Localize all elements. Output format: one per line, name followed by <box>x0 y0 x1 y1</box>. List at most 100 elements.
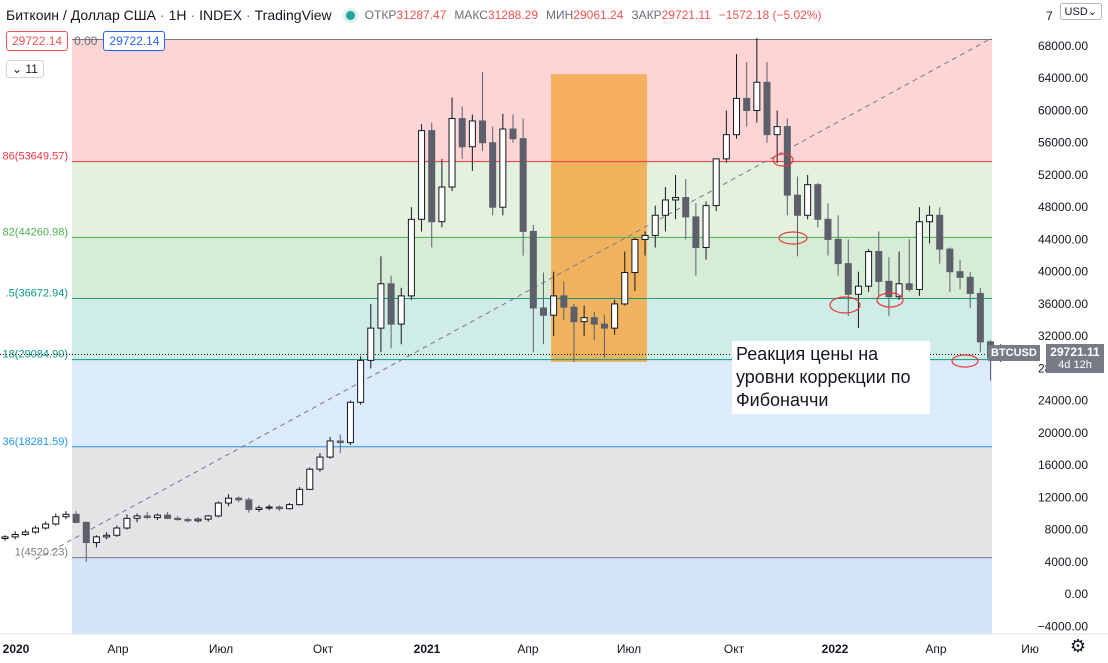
candle <box>712 158 720 207</box>
candle <box>245 499 253 510</box>
market-status-icon <box>345 10 355 20</box>
candle <box>103 534 111 538</box>
price-axis-tick: 60000.00 <box>1038 103 1088 117</box>
trend-line <box>35 37 993 560</box>
fib-zone <box>72 161 992 238</box>
chart-annotation[interactable]: Реакция цены на уровни коррекции по Фибо… <box>732 341 930 414</box>
candle <box>865 251 873 287</box>
candle <box>326 440 334 458</box>
candle <box>550 295 558 316</box>
candle <box>743 97 751 111</box>
price-axis-tick: 7 <box>1046 9 1053 23</box>
price-axis-tick: 52000.00 <box>1038 168 1088 182</box>
gear-icon[interactable]: ⚙ <box>1069 636 1086 656</box>
candle <box>824 218 832 240</box>
candle <box>21 531 29 535</box>
candle <box>844 263 852 295</box>
candle <box>600 323 608 329</box>
highlight-ellipse <box>829 296 861 314</box>
time-axis-tick: Ию <box>1021 642 1039 656</box>
candle <box>976 292 984 343</box>
candle <box>275 506 283 510</box>
time-axis-tick: Апр <box>517 642 539 656</box>
candle <box>733 97 741 136</box>
candle <box>62 513 70 518</box>
candle <box>834 238 842 265</box>
candle <box>31 527 39 533</box>
candle <box>692 216 700 249</box>
fib-level-label: 18(29084.90) <box>3 349 68 361</box>
candle <box>133 515 141 519</box>
candle <box>82 521 90 544</box>
price-axis-tick: 32000.00 <box>1038 329 1088 343</box>
fib-level-label: 36(18281.59) <box>3 436 68 448</box>
candle <box>672 197 680 201</box>
indicators-toggle-button[interactable]: ⌄ 11 <box>6 60 44 78</box>
time-axis-tick: Окт <box>724 642 745 656</box>
candle <box>214 502 222 517</box>
time-axis-tick: 2021 <box>414 642 441 656</box>
platform: TradingView <box>254 7 332 23</box>
trade-buttons: 29722.14 0.00 29722.14 <box>6 31 166 51</box>
fib-zone <box>72 446 992 558</box>
candle <box>722 134 730 160</box>
price-axis-tick: 56000.00 <box>1038 136 1088 150</box>
candle <box>915 221 923 290</box>
candle <box>631 238 639 274</box>
candle <box>956 271 964 278</box>
candle <box>590 317 598 325</box>
candle <box>52 516 60 525</box>
candle <box>153 514 161 519</box>
candle <box>377 283 385 329</box>
interval[interactable]: 1Н <box>168 7 187 23</box>
candle <box>225 497 233 504</box>
candle <box>611 303 619 329</box>
fib-level-label: .5(36672.94) <box>6 288 68 300</box>
price-axis-tick: 68000.00 <box>1038 39 1088 53</box>
time-axis-tick: 2022 <box>822 642 849 656</box>
candle <box>367 327 375 361</box>
candle <box>580 317 588 323</box>
candle <box>235 497 243 501</box>
chevron-down-icon: ⌄ <box>1087 6 1097 18</box>
currency-button[interactable]: USD⌄ <box>1059 3 1102 20</box>
price-axis-tick: 36000.00 <box>1038 297 1088 311</box>
candle <box>966 276 974 294</box>
candle <box>397 295 405 325</box>
indicators-count: 11 <box>25 62 38 76</box>
price-axis-tick: 8000.00 <box>1045 523 1089 537</box>
candle <box>895 283 903 298</box>
highlight-ellipse <box>772 153 794 167</box>
chart-header: Биткоин / Доллар США · 1Н · INDEX · Trad… <box>6 7 822 23</box>
candle <box>336 440 344 444</box>
price-axis-tick: 16000.00 <box>1038 458 1088 472</box>
candle <box>428 130 436 223</box>
price-axis-tick: 44000.00 <box>1038 232 1088 246</box>
sell-button[interactable]: 29722.14 <box>6 31 69 51</box>
candle <box>773 126 781 136</box>
price-axis-tick: 64000.00 <box>1038 71 1088 85</box>
price-axis-tick: 40000.00 <box>1038 265 1088 279</box>
candle <box>763 81 771 136</box>
candle <box>113 527 121 536</box>
buy-button[interactable]: 29722.14 <box>103 31 166 51</box>
exchange: INDEX <box>199 7 242 23</box>
symbol-price-tag: BTCUSD <box>988 345 1040 361</box>
price-axis-tick: 0.00 <box>1065 587 1089 601</box>
candle <box>509 128 517 140</box>
candle <box>123 517 131 529</box>
high-value: 31288.29 <box>487 8 538 22</box>
candle <box>316 456 324 470</box>
highlight-ellipse <box>951 354 979 368</box>
low-value: 29061.24 <box>573 8 624 22</box>
fib-zone <box>72 557 992 634</box>
candle <box>255 507 263 510</box>
candle <box>936 214 944 250</box>
symbol-name[interactable]: Биткоин / Доллар США <box>6 7 156 23</box>
last-price-tag: 29721.11 4d 12h <box>1046 344 1104 373</box>
candle <box>164 514 172 519</box>
time-axis-tick: Июл <box>209 642 233 656</box>
candle <box>489 142 497 208</box>
time-axis-tick: Апр <box>107 642 129 656</box>
